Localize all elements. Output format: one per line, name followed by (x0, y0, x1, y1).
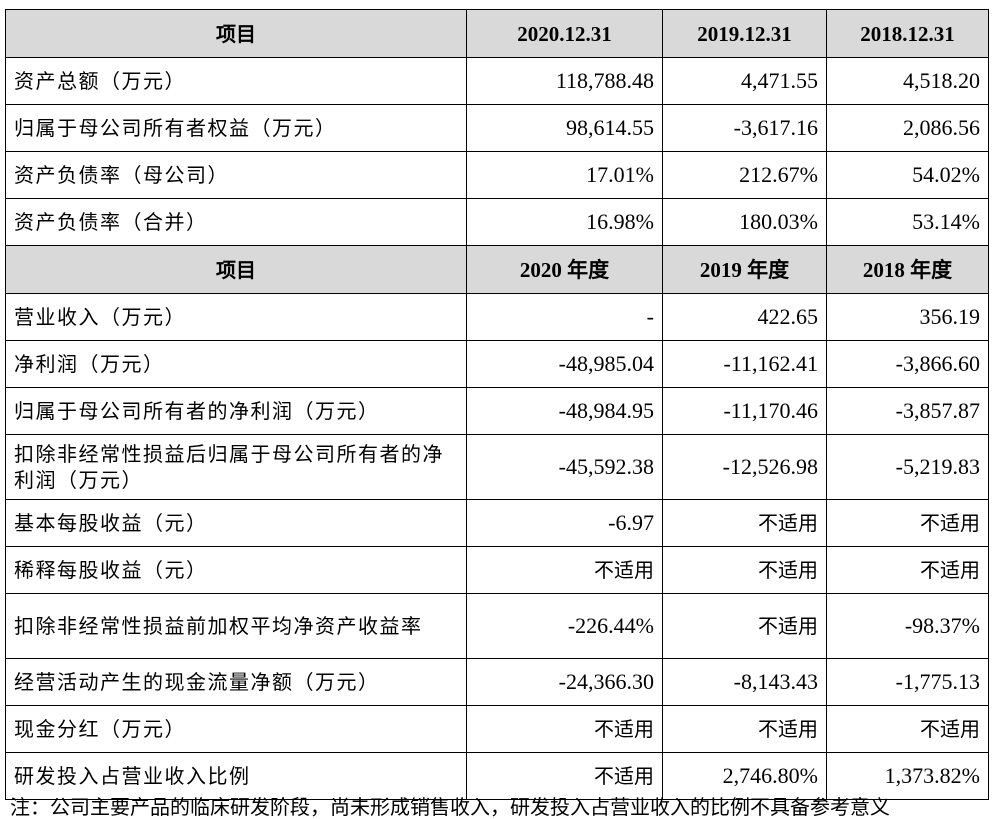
cell-value: 16.98% (466, 198, 663, 246)
cell-value: 356.19 (826, 293, 989, 341)
table-row: 基本每股收益（元） -6.97 不适用 不适用 (5, 499, 989, 547)
table-row: 稀释每股收益（元） 不适用 不适用 不适用 (5, 546, 989, 594)
cell-value: 54.02% (826, 151, 989, 199)
cell-value: 4,471.55 (662, 57, 827, 105)
cell-value: -24,366.30 (466, 658, 663, 706)
footnote: 注：公司主要产品的临床研发阶段，尚未形成销售收入，研发投入占营业收入的比例不具备… (10, 795, 890, 819)
row-label: 资产负债率（合并） (5, 198, 467, 246)
cell-value: -3,857.87 (826, 387, 989, 435)
table-row: 现金分红（万元） 不适用 不适用 不适用 (5, 705, 989, 753)
column-header-col-year-3: 2018.12.31 (826, 9, 989, 58)
table-row: 归属于母公司所有者权益（万元） 98,614.55 -3,617.16 2,086.5… (5, 104, 989, 152)
column-header-col-year-2: 2019.12.31 (662, 9, 827, 58)
cell-value: 不适用 (662, 499, 827, 547)
cell-value: 4,518.20 (826, 57, 989, 105)
cell-value: 不适用 (826, 705, 989, 753)
row-label: 资产负债率（母公司） (5, 151, 467, 199)
financial-summary-table: 项目 2020.12.31 2019.12.31 2018.12.31 资产总额（万元）… (5, 9, 989, 800)
cell-value: 212.67% (662, 151, 827, 199)
column-header-col-label: 项目 (5, 9, 467, 58)
column-header-col-year-2: 2019 年度 (662, 245, 827, 294)
column-header-col-year-1: 2020.12.31 (466, 9, 663, 58)
cell-value: -5,219.83 (826, 434, 989, 500)
table-row: 资产负债率（合并） 16.98% 180.03% 53.14% (5, 198, 989, 246)
cell-value: 53.14% (826, 198, 989, 246)
cell-value: -45,592.38 (466, 434, 663, 500)
cell-value: 不适用 (662, 546, 827, 594)
cell-value: -6.97 (466, 499, 663, 547)
row-label: 营业收入（万元） (5, 293, 467, 341)
row-label: 净利润（万元） (5, 340, 467, 388)
row-label: 研发投入占营业收入比例 (5, 752, 467, 800)
row-label: 归属于母公司所有者权益（万元） (5, 104, 467, 152)
cell-value: 2,086.56 (826, 104, 989, 152)
cell-value: 2,746.80% (662, 752, 827, 800)
cell-value: 1,373.82% (826, 752, 989, 800)
cell-value: -48,984.95 (466, 387, 663, 435)
cell-value: 不适用 (662, 593, 827, 659)
table-row: 资产总额（万元） 118,788.48 4,471.55 4,518.20 (5, 57, 989, 105)
cell-value: -11,162.41 (662, 340, 827, 388)
row-label: 经营活动产生的现金流量净额（万元） (5, 658, 467, 706)
table-row: 扣除非经常性损益前加权平均净资产收益率 -226.44% 不适用 -98.37% (5, 593, 989, 659)
cell-value: 180.03% (662, 198, 827, 246)
column-header-col-year-3: 2018 年度 (826, 245, 989, 294)
cell-value: 不适用 (826, 546, 989, 594)
section-header-row: 项目 2020.12.31 2019.12.31 2018.12.31 (5, 9, 989, 58)
row-label: 现金分红（万元） (5, 705, 467, 753)
row-label: 基本每股收益（元） (5, 499, 467, 547)
table-row: 经营活动产生的现金流量净额（万元） -24,366.30 -8,143.43 -1,7… (5, 658, 989, 706)
row-label: 扣除非经常性损益后归属于母公司所有者的净利润（万元） (5, 434, 467, 500)
cell-value: 不适用 (826, 499, 989, 547)
cell-value: 118,788.48 (466, 57, 663, 105)
section-header-row: 项目 2020 年度 2019 年度 2018 年度 (5, 245, 989, 294)
cell-value: -1,775.13 (826, 658, 989, 706)
row-label: 归属于母公司所有者的净利润（万元） (5, 387, 467, 435)
row-label: 扣除非经常性损益前加权平均净资产收益率 (5, 593, 467, 659)
table-row: 营业收入（万元） -422.65 356.19 (5, 293, 989, 341)
column-header-col-year-1: 2020 年度 (466, 245, 663, 294)
column-header-col-label: 项目 (5, 245, 467, 294)
cell-value: -226.44% (466, 593, 663, 659)
cell-value: 不适用 (466, 752, 663, 800)
cell-value: 不适用 (466, 705, 663, 753)
cell-value: 98,614.55 (466, 104, 663, 152)
table-row: 研发投入占营业收入比例 不适用 2,746.80% 1,373.82% (5, 752, 989, 800)
cell-value: - (466, 293, 663, 341)
cell-value: -12,526.98 (662, 434, 827, 500)
table-row: 资产负债率（母公司） 17.01% 212.67% 54.02% (5, 151, 989, 199)
cell-value: 不适用 (662, 705, 827, 753)
cell-value: -8,143.43 (662, 658, 827, 706)
table-row: 归属于母公司所有者的净利润（万元） -48,984.95 -11,170.46 -3,… (5, 387, 989, 435)
cell-value: 17.01% (466, 151, 663, 199)
cell-value: -11,170.46 (662, 387, 827, 435)
table-row: 净利润（万元） -48,985.04 -11,162.41 -3,866.60 (5, 340, 989, 388)
cell-value: -98.37% (826, 593, 989, 659)
row-label: 资产总额（万元） (5, 57, 467, 105)
row-label: 稀释每股收益（元） (5, 546, 467, 594)
cell-value: 不适用 (466, 546, 663, 594)
cell-value: -3,617.16 (662, 104, 827, 152)
table-row: 扣除非经常性损益后归属于母公司所有者的净利润（万元） -45,592.38 -12,… (5, 434, 989, 500)
cell-value: 422.65 (662, 293, 827, 341)
cell-value: -3,866.60 (826, 340, 989, 388)
cell-value: -48,985.04 (466, 340, 663, 388)
